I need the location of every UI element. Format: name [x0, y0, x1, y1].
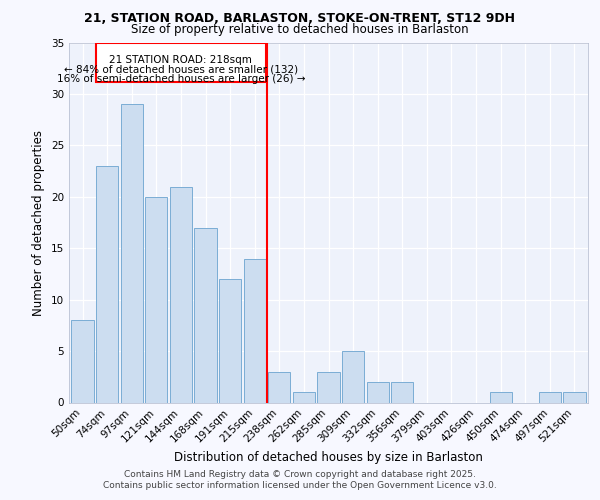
Bar: [71, 320, 94, 402]
Bar: [342, 351, 364, 403]
Bar: [96, 166, 118, 402]
Bar: [539, 392, 561, 402]
Text: 21 STATION ROAD: 218sqm: 21 STATION ROAD: 218sqm: [109, 55, 253, 65]
Bar: [367, 382, 389, 402]
Bar: [317, 372, 340, 402]
Bar: [293, 392, 315, 402]
Text: Contains HM Land Registry data © Crown copyright and database right 2025.: Contains HM Land Registry data © Crown c…: [124, 470, 476, 479]
Y-axis label: Number of detached properties: Number of detached properties: [32, 130, 46, 316]
Bar: [391, 382, 413, 402]
X-axis label: Distribution of detached houses by size in Barlaston: Distribution of detached houses by size …: [174, 451, 483, 464]
Text: 21, STATION ROAD, BARLASTON, STOKE-ON-TRENT, ST12 9DH: 21, STATION ROAD, BARLASTON, STOKE-ON-TR…: [85, 12, 515, 26]
FancyBboxPatch shape: [96, 42, 266, 82]
Bar: [563, 392, 586, 402]
Bar: [219, 279, 241, 402]
Bar: [170, 186, 192, 402]
Text: Contains public sector information licensed under the Open Government Licence v3: Contains public sector information licen…: [103, 481, 497, 490]
Text: Size of property relative to detached houses in Barlaston: Size of property relative to detached ho…: [131, 22, 469, 36]
Text: 16% of semi-detached houses are larger (26) →: 16% of semi-detached houses are larger (…: [56, 74, 305, 85]
Bar: [490, 392, 512, 402]
Bar: [145, 197, 167, 402]
Bar: [244, 258, 266, 402]
Bar: [194, 228, 217, 402]
Bar: [268, 372, 290, 402]
Bar: [121, 104, 143, 403]
Text: ← 84% of detached houses are smaller (132): ← 84% of detached houses are smaller (13…: [64, 64, 298, 74]
